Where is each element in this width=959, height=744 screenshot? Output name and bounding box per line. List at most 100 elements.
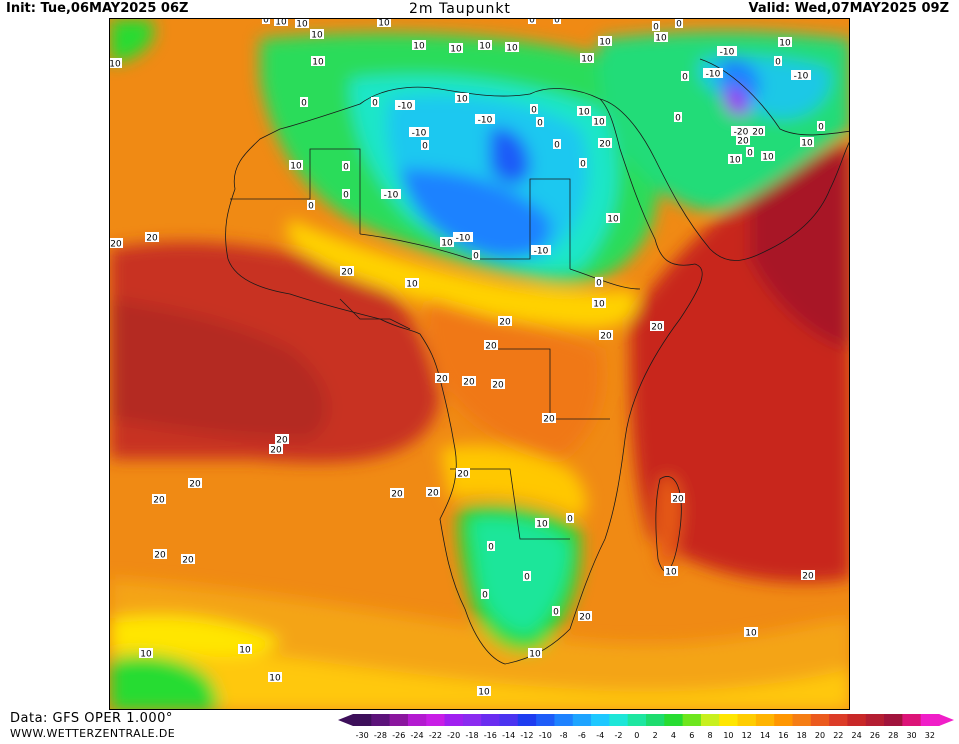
colorbar-tick-label: 18 (797, 731, 807, 740)
contour-label-text: 20 (499, 318, 511, 328)
contour-label-text: 10 (578, 108, 590, 118)
contour-label-bg (453, 232, 473, 242)
contour-label-bg (523, 571, 531, 581)
contour-label-bg (744, 627, 758, 637)
contour-label: 10 (580, 53, 594, 65)
colorbar-swatch (444, 714, 464, 726)
contour-label: 10 (412, 40, 426, 52)
contour-label-text: 10 (413, 42, 425, 52)
contour-label-text: 20 (579, 613, 591, 623)
contour-label-text: 20 (341, 268, 353, 278)
contour-label-text: 20 (182, 556, 194, 566)
contour-label-bg (800, 137, 814, 147)
contour-label-bg (778, 37, 792, 47)
colorbar-tick-label: 30 (906, 731, 916, 740)
coastlines (225, 58, 849, 665)
contour-label: 10 (440, 237, 454, 249)
contour-label: 10 (377, 19, 391, 29)
contour-label-bg (455, 93, 469, 103)
contour-label-text: 10 (378, 19, 390, 29)
contour-label: -10 (717, 46, 737, 58)
contour-label-text: -10 (706, 70, 721, 80)
contour-label-text: 0 (675, 114, 681, 124)
colorbar-tick-label: 0 (634, 731, 639, 740)
contour-label-bg (703, 68, 723, 78)
contour-label-text: 10 (655, 34, 667, 44)
colorbar-tick-label: 12 (742, 731, 752, 740)
contour-label-text: 10 (745, 629, 757, 639)
contour-label-bg (598, 138, 612, 148)
contour-label-bg (238, 644, 252, 654)
contour-label-bg (295, 19, 309, 28)
contour-label-text: 0 (554, 141, 560, 151)
colorbar-tick-label: 24 (852, 731, 862, 740)
contour-label-bg (491, 379, 505, 389)
contour-label-text: 0 (567, 515, 573, 525)
contour-label-text: 0 (263, 19, 269, 26)
contour-label: 20 (671, 493, 685, 505)
contour-label-bg (440, 237, 454, 247)
contour-label: 10 (405, 278, 419, 290)
contour-label-text: 20 (802, 572, 814, 582)
contour-label: 10 (110, 58, 122, 70)
contour-label: -20 (731, 126, 751, 138)
colorbar-tick-label: -10 (539, 731, 552, 740)
colorbar-tick-label: -30 (356, 731, 369, 740)
contour-label-text: 10 (275, 19, 287, 28)
colorbar-tick-label: 16 (778, 731, 788, 740)
contour-label-bg (152, 494, 166, 504)
contour-label-bg (188, 478, 202, 488)
colorbar-min-arrow (338, 714, 353, 726)
contour-label-text: 0 (580, 160, 586, 170)
contour-label-text: -10 (534, 247, 549, 257)
contour-label: 10 (455, 93, 469, 105)
contour-label: 0 (553, 139, 561, 151)
colorbar-tick-label: -26 (392, 731, 405, 740)
colorbar-swatch (572, 714, 592, 726)
contour-label: 0 (674, 112, 682, 124)
contour-label-text: 10 (296, 20, 308, 30)
contour-label: 10 (800, 137, 814, 149)
contour-label-bg (262, 19, 270, 24)
contour-label: 20 (110, 238, 123, 250)
contour-label-text: 10 (450, 45, 462, 55)
contour-label-bg (552, 606, 560, 616)
contour-label-bg (505, 42, 519, 52)
contour-label-text: 10 (312, 58, 324, 68)
contour-label-bg (606, 213, 620, 223)
contour-label-bg (421, 140, 429, 150)
contour-label-bg (598, 36, 612, 46)
contour-label-text: 10 (441, 239, 453, 249)
colorbar-tick-label: -16 (484, 731, 497, 740)
contour-label: 10 (268, 672, 282, 684)
contour-label-text: 0 (473, 252, 479, 262)
contour-label-bg (578, 611, 592, 621)
colorbar-swatch (810, 714, 830, 726)
colorbar-tick-label: -8 (560, 731, 568, 740)
contour-label-text: 0 (343, 163, 349, 173)
contour-label: 20 (181, 554, 195, 566)
contour-label: 0 (817, 121, 825, 133)
colorbar-tick-label: -2 (615, 731, 623, 740)
contour-label-bg (553, 19, 561, 24)
colorbar-tick-label: 8 (708, 731, 713, 740)
colorbar-swatch (481, 714, 500, 726)
contour-label-bg (595, 277, 603, 287)
contour-label: 10 (528, 648, 542, 660)
colorbar-tick-label: -4 (596, 731, 604, 740)
contour-label-text: 10 (506, 44, 518, 54)
contour-label-text: 20 (427, 489, 439, 499)
contour-label: 20 (598, 138, 612, 150)
contour-label: 20 (275, 434, 289, 446)
contour-label-bg (381, 189, 401, 199)
contour-label-text: 20 (752, 128, 764, 138)
contour-label: -10 (395, 100, 415, 112)
contour-label-text: -10 (412, 129, 427, 139)
colorbar-swatch (389, 714, 409, 726)
contour-label-bg (145, 232, 159, 242)
contour-label-bg (462, 376, 476, 386)
colorbar-tick-label: 20 (815, 731, 825, 740)
contour-label-text: 0 (596, 279, 602, 289)
contour-label-text: 0 (818, 123, 824, 133)
contour-label-text: -10 (384, 191, 399, 201)
